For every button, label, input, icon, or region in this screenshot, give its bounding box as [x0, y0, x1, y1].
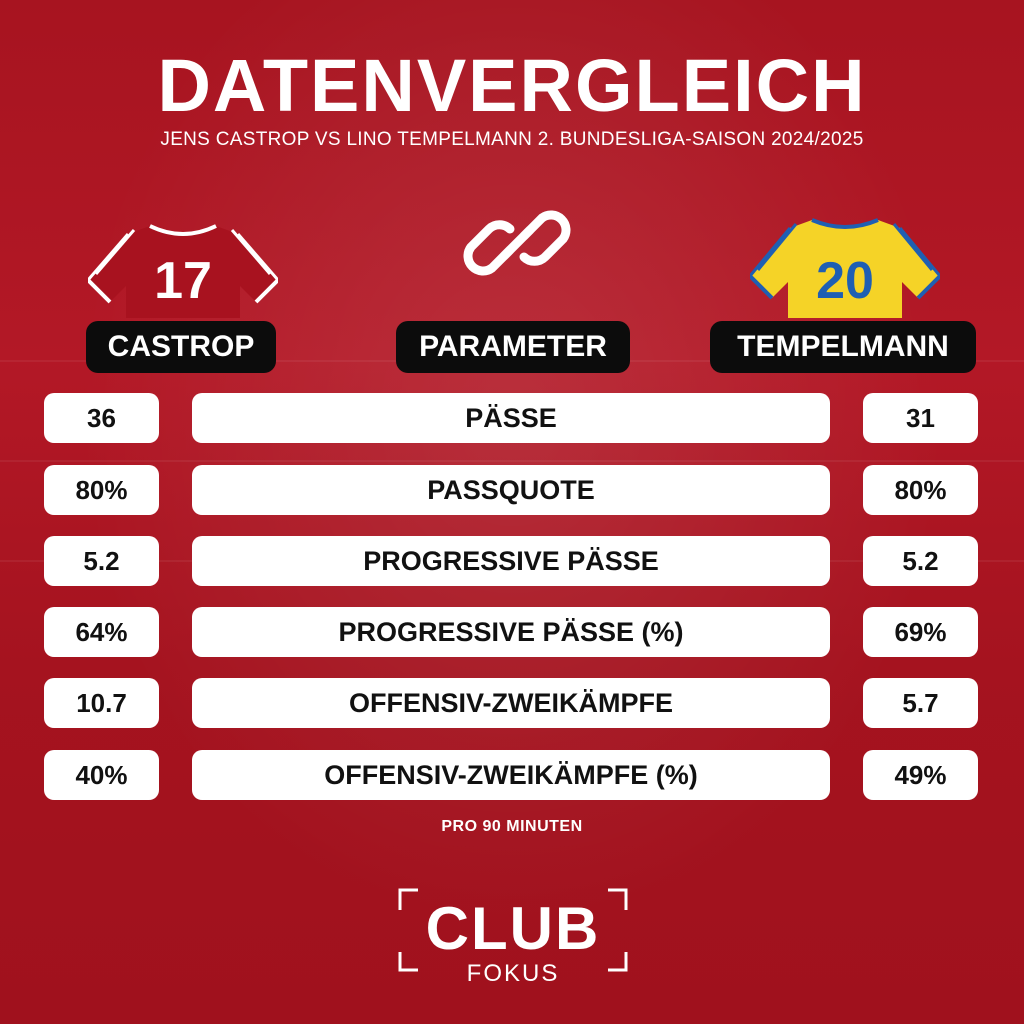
parameter-name: PROGRESSIVE PÄSSE (%) [192, 607, 830, 657]
parameter-name: PÄSSE [192, 393, 830, 443]
page-subtitle: JENS CASTROP VS LINO TEMPELMANN 2. BUNDE… [160, 129, 864, 150]
logo-club-text: CLUB [425, 895, 601, 962]
left-value: 10.7 [44, 678, 159, 728]
right-value: 5.7 [863, 678, 978, 728]
left-value: 80% [44, 465, 159, 515]
background-line [0, 460, 1024, 462]
left-value: 36 [44, 393, 159, 443]
parameter-name: PROGRESSIVE PÄSSE [192, 536, 830, 586]
page-title: DATENVERGLEICH [157, 44, 867, 127]
right-value: 69% [863, 607, 978, 657]
player-right-name: TEMPELMANN [710, 321, 976, 373]
left-value: 5.2 [44, 536, 159, 586]
left-jersey-number: 17 [154, 252, 212, 310]
left-value: 40% [44, 750, 159, 800]
right-value: 80% [863, 465, 978, 515]
parameter-name: OFFENSIV-ZWEIKÄMPFE [192, 678, 830, 728]
logo-fokus-text: FOKUS [466, 960, 560, 987]
parameter-name: PASSQUOTE [192, 465, 830, 515]
club-fokus-logo: CLUB FOKUS [398, 888, 628, 992]
jersey-icon-right: 20 [750, 218, 940, 318]
footnote: PRO 90 MINUTEN [441, 818, 583, 835]
jersey-icon-left: 17 [88, 224, 278, 318]
logo-frame-icon [398, 888, 628, 972]
parameter-name: OFFENSIV-ZWEIKÄMPFE (%) [192, 750, 830, 800]
right-value: 5.2 [863, 536, 978, 586]
right-value: 49% [863, 750, 978, 800]
left-value: 64% [44, 607, 159, 657]
link-icon [463, 210, 571, 276]
right-jersey-number: 20 [816, 252, 874, 310]
right-value: 31 [863, 393, 978, 443]
player-left-name: CASTROP [86, 321, 276, 373]
parameter-label: PARAMETER [396, 321, 630, 373]
